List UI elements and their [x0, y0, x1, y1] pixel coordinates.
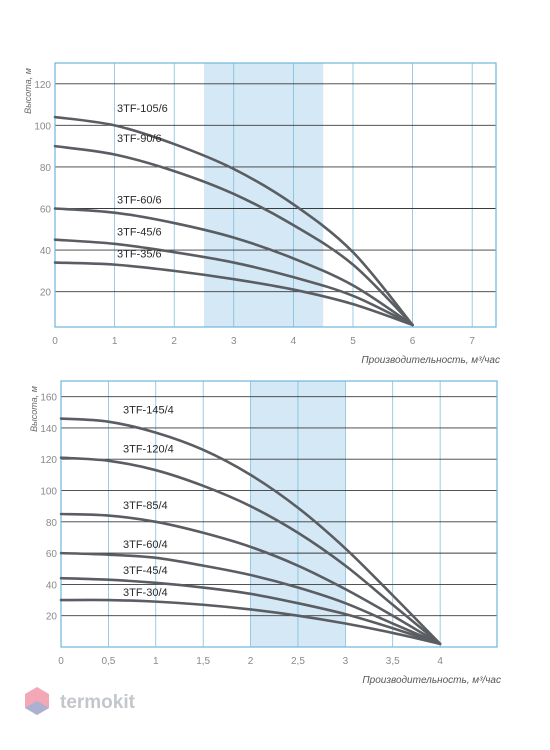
operating-range-band — [203, 63, 324, 327]
curve-3tf-105-6 — [53, 115, 414, 327]
x-tick-label: 6 — [410, 336, 416, 347]
y-tick-label: 120 — [40, 455, 57, 466]
x-tick-label: 3 — [231, 336, 237, 347]
x-tick-label: 7 — [469, 336, 475, 347]
curve-3tf-145-4 — [59, 417, 442, 646]
logo: termokit — [25, 687, 136, 715]
y-tick-label: 100 — [40, 487, 57, 498]
y-tick-label: 120 — [34, 80, 51, 91]
x-tick-label: 2 — [171, 336, 177, 347]
curve-3tf-85-4 — [59, 512, 442, 646]
series-label-3tf-45-6: 3TF-45/6 — [117, 227, 162, 239]
y-tick-label: 40 — [46, 580, 58, 591]
hexagon-logo-icon — [25, 687, 49, 715]
chart-3tf-6: 20 40 60 80 100 120 0 1 2 3 4 5 6 7 Высота, м Производи… — [23, 62, 500, 366]
series-label-3tf-60-4: 3TF-60/4 — [123, 539, 168, 551]
y-tick-label: 20 — [40, 288, 52, 299]
series-label-3tf-145-4: 3TF-145/4 — [123, 405, 174, 417]
x-tick-label: 3 — [343, 656, 349, 667]
y-tick-label: 60 — [40, 205, 52, 216]
series-label-3tf-90-6: 3TF-90/6 — [117, 133, 162, 145]
x-tick-label: 0 — [58, 656, 64, 667]
curve-3tf-45-4 — [59, 576, 442, 646]
y-tick-label: 100 — [34, 121, 51, 132]
y-tick-label: 80 — [46, 518, 58, 529]
y-tick-label: 80 — [40, 163, 52, 174]
curve-3tf-120-4 — [59, 456, 442, 646]
series-label-3tf-105-6: 3TF-105/6 — [117, 103, 168, 115]
x-tick-label: 5 — [350, 336, 356, 347]
y-axis-label: Высота, м — [29, 386, 39, 432]
y-axis-label: Высота, м — [23, 68, 33, 114]
x-tick-label: 4 — [291, 336, 297, 347]
series-label-3tf-45-4: 3TF-45/4 — [123, 565, 168, 577]
logo-text: termokit — [60, 692, 136, 713]
x-tick-label: 1,5 — [196, 656, 210, 667]
x-tick-label: 0,5 — [101, 656, 115, 667]
chart-3tf-4: 20 40 60 80 100 120 140 160 0 0,5 1 1,5 2 2,5 3 3,5 4 Выс… — [29, 380, 501, 686]
curve-3tf-60-4 — [59, 551, 442, 646]
series-label-3tf-60-6: 3TF-60/6 — [117, 195, 162, 207]
curve-3tf-90-6 — [53, 144, 414, 327]
series-label-3tf-85-4: 3TF-85/4 — [123, 500, 168, 512]
x-tick-label: 2,5 — [291, 656, 305, 667]
x-tick-label: 3,5 — [386, 656, 400, 667]
series-label-3tf-30-4: 3TF-30/4 — [123, 587, 168, 599]
y-tick-label: 140 — [40, 424, 57, 435]
y-tick-label: 20 — [46, 612, 58, 623]
x-tick-label: 2 — [248, 656, 254, 667]
series-label-3tf-120-4: 3TF-120/4 — [123, 444, 174, 456]
series-label-3tf-35-6: 3TF-35/6 — [117, 249, 162, 261]
y-tick-label: 40 — [40, 246, 52, 257]
curve-3tf-30-4 — [59, 598, 442, 646]
x-axis-label: Производительность, м³/час — [362, 675, 501, 686]
y-tick-label: 160 — [40, 393, 57, 404]
curve-3tf-35-6 — [53, 261, 414, 327]
x-tick-label: 0 — [52, 336, 58, 347]
x-tick-label: 1 — [112, 336, 118, 347]
curve-3tf-45-6 — [53, 238, 414, 327]
x-tick-label: 1 — [153, 656, 159, 667]
x-tick-label: 4 — [437, 656, 443, 667]
plot-frame — [54, 62, 497, 328]
curve-3tf-60-6 — [53, 207, 414, 327]
x-axis-label: Производительность, м³/час — [361, 355, 500, 366]
y-tick-label: 60 — [46, 549, 58, 560]
